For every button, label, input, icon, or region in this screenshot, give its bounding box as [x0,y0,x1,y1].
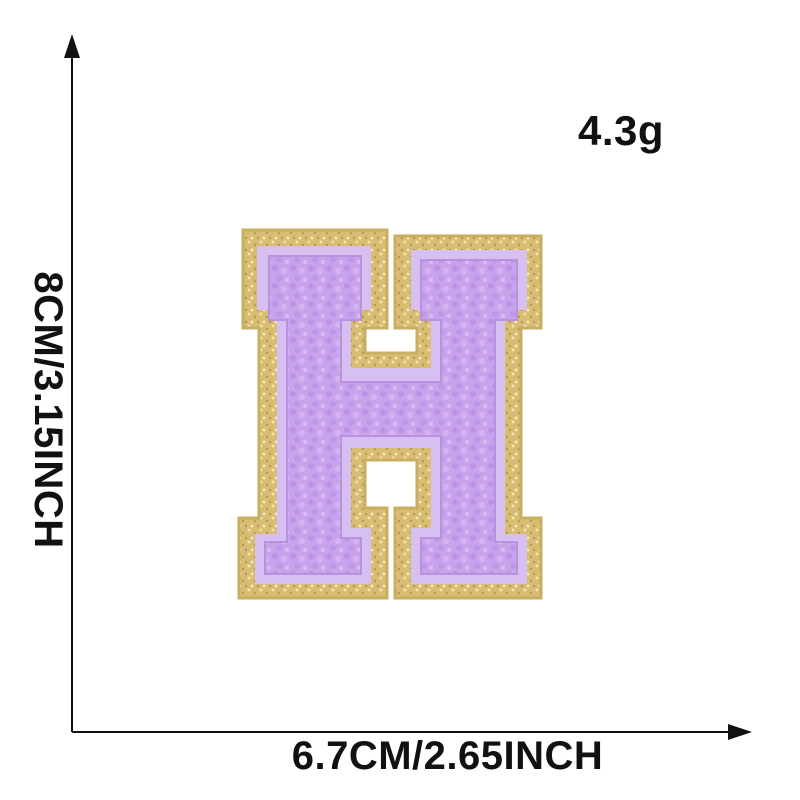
letter-h-patch-image [237,228,543,600]
arrow-up-icon [64,34,80,58]
height-label: 8CM/3.15INCH [26,271,70,549]
width-label: 6.7CM/2.65INCH [291,734,604,778]
chenille-letter-h [264,255,518,575]
arrow-right-icon [728,724,752,740]
weight-label: 4.3g [578,107,665,154]
